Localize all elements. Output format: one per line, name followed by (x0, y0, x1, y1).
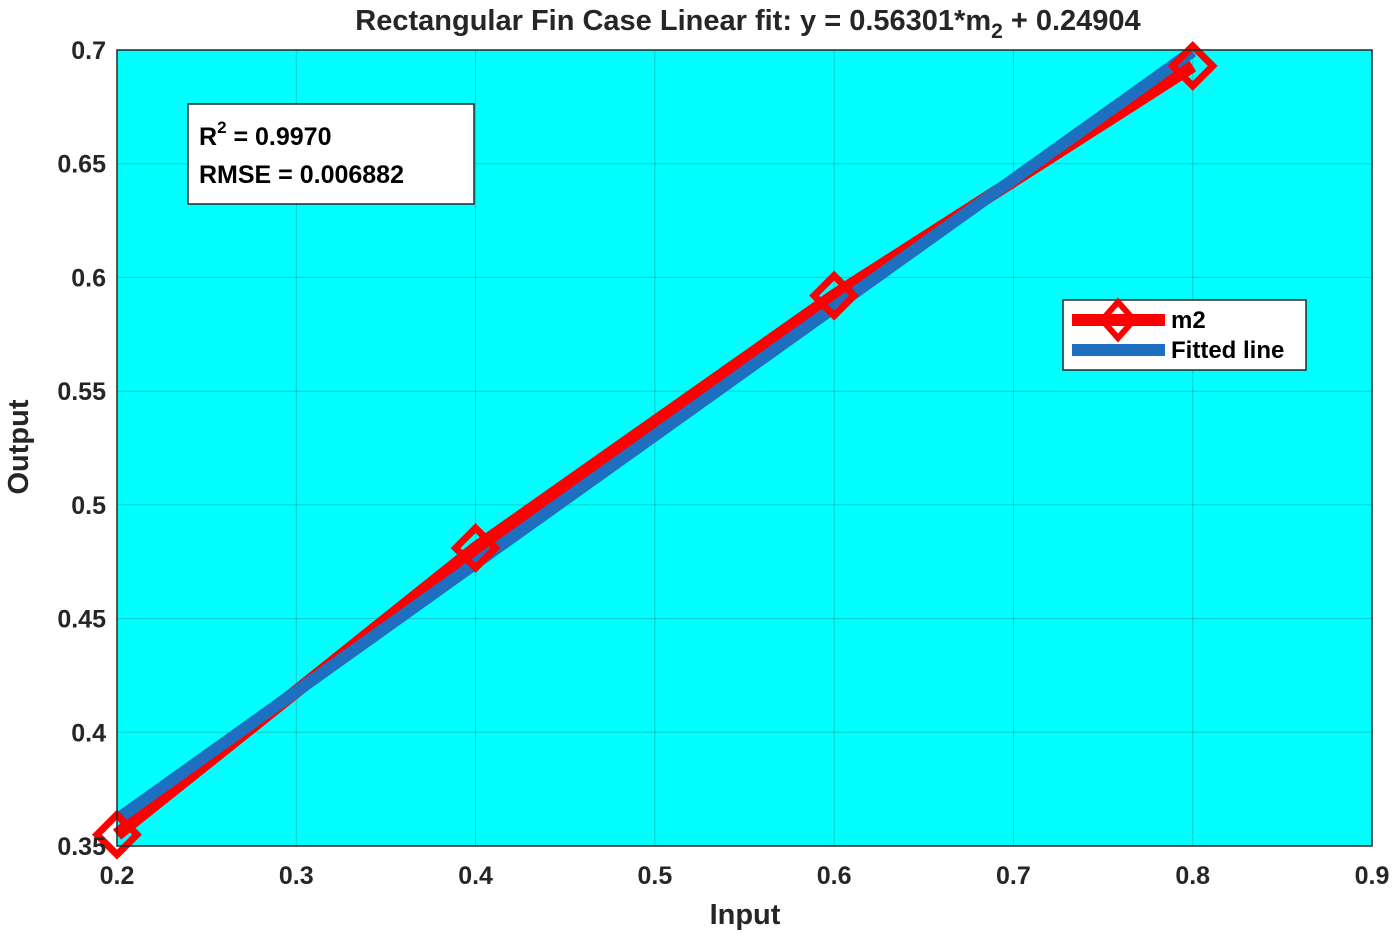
data-point-m2 (809, 270, 860, 321)
tick-labels: 0.2 0.3 0.4 0.5 0.6 0.7 0.8 0.9 0.35 0.4 0.45 0.5 0.… (57, 37, 1389, 890)
legend-label-fitted-line: Fitted line (1171, 337, 1284, 364)
stats-annotation-box: R2 = 0.9970 RMSE = 0.006882 (187, 103, 475, 205)
r-squared-text: R2 = 0.9970 (199, 118, 332, 151)
chart-title: Rectangular Fin Case Linear fit: y = 0.5… (355, 5, 1140, 43)
legend: m2 Fitted line (1062, 297, 1307, 371)
y-tick-label: 0.6 (71, 264, 106, 292)
x-tick-label: 0.2 (100, 862, 135, 890)
y-axis-label: Output (3, 399, 35, 494)
x-axis-label: Input (710, 899, 781, 931)
x-tick-label: 0.7 (996, 862, 1031, 890)
legend-label-m2: m2 (1171, 307, 1206, 334)
y-tick-label: 0.45 (57, 606, 106, 634)
x-tick-label: 0.3 (279, 862, 314, 890)
x-tick-label: 0.5 (637, 862, 672, 890)
series-line-fitted-line (113, 46, 1197, 825)
y-tick-label: 0.55 (57, 378, 106, 406)
y-tick-label: 0.35 (57, 833, 106, 861)
x-tick-label: 0.6 (817, 862, 852, 890)
x-tick-label: 0.8 (1175, 862, 1210, 890)
x-tick-label: 0.4 (458, 862, 493, 890)
plot-frame (116, 49, 1373, 847)
data-point-m2 (92, 809, 142, 860)
rmse-text: RMSE = 0.006882 (199, 161, 404, 189)
data-point-m2 (1167, 40, 1218, 91)
y-tick-label: 0.5 (71, 492, 106, 520)
legend-marker-m2 (1097, 297, 1139, 343)
y-tick-label: 0.65 (57, 151, 106, 179)
series-lines (92, 40, 1218, 860)
y-tick-label: 0.4 (71, 719, 106, 747)
x-tick-label: 0.9 (1355, 862, 1390, 890)
data-point-m2 (450, 523, 501, 574)
y-tick-label: 0.7 (71, 37, 106, 65)
